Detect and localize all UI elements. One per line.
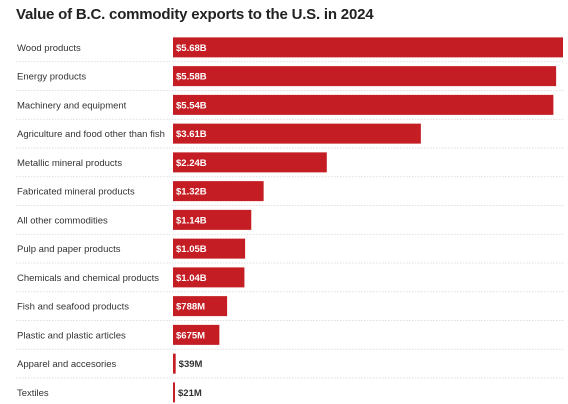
value-label: $675M bbox=[176, 330, 205, 341]
bar bbox=[173, 296, 228, 317]
value-label: $1.14B bbox=[176, 215, 207, 226]
category-label: Chemicals and chemical products bbox=[17, 273, 159, 284]
category-label: Plastic and plastic articles bbox=[17, 330, 126, 341]
category-label: Fabricated mineral products bbox=[17, 187, 135, 198]
bar bbox=[173, 94, 554, 115]
chart-rows: Wood products $5.68B Energy products $5.58B… bbox=[16, 37, 564, 403]
category-label: Pulp and paper products bbox=[17, 244, 121, 255]
value-label: $1.04B bbox=[176, 273, 207, 284]
bar bbox=[173, 66, 557, 87]
value-label: $788M bbox=[176, 302, 205, 313]
category-label: Energy products bbox=[17, 72, 86, 83]
value-label: $2.24B bbox=[176, 158, 207, 169]
bar bbox=[173, 37, 563, 58]
value-label: $39M bbox=[179, 359, 203, 370]
category-label: Textiles bbox=[17, 388, 49, 399]
value-label: $5.68B bbox=[176, 43, 207, 54]
bar bbox=[173, 238, 246, 259]
bar bbox=[173, 324, 220, 345]
bar bbox=[173, 181, 264, 202]
bar bbox=[173, 152, 327, 173]
value-label: $1.05B bbox=[176, 244, 207, 255]
category-label: Apparel and accesories bbox=[17, 359, 117, 370]
value-label: $3.61B bbox=[176, 129, 207, 140]
category-label: Agriculture and food other than fish bbox=[17, 129, 165, 140]
category-label: All other commodities bbox=[17, 215, 108, 226]
value-label: $5.54B bbox=[176, 100, 207, 111]
bar bbox=[173, 353, 176, 374]
bar bbox=[173, 382, 175, 403]
chart-title: Value of B.C. commodity exports to the U… bbox=[16, 6, 374, 23]
bar bbox=[173, 267, 245, 288]
bar bbox=[173, 209, 252, 230]
category-label: Metallic mineral products bbox=[17, 158, 122, 169]
category-label: Machinery and equipment bbox=[17, 100, 127, 111]
category-label: Wood products bbox=[17, 43, 81, 54]
value-label: $5.58B bbox=[176, 72, 207, 83]
bar bbox=[173, 123, 421, 144]
category-label: Fish and seafood products bbox=[17, 302, 129, 313]
value-label: $1.32B bbox=[176, 187, 207, 198]
value-label: $21M bbox=[178, 388, 202, 399]
